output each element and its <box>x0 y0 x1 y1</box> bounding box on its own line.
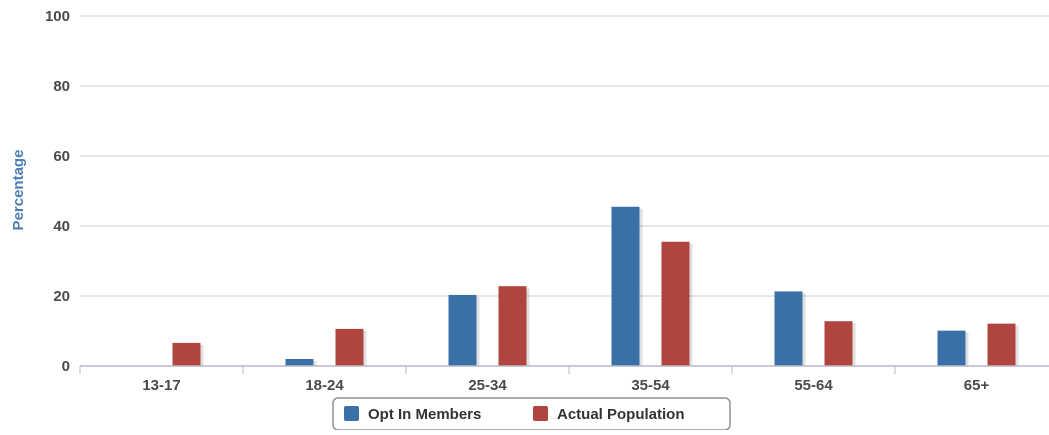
x-tick-label: 25-34 <box>468 377 507 394</box>
x-tick-label: 18-24 <box>305 377 344 394</box>
gridlines <box>80 15 1049 297</box>
x-tick-label: 55-64 <box>794 377 833 394</box>
legend[interactable]: Opt In Members Actual Population <box>332 397 731 431</box>
bar-actual-population-25-34[interactable] <box>498 286 527 366</box>
legend-label-actual-population[interactable]: Actual Population <box>557 406 685 423</box>
y-tick-label: 80 <box>53 78 70 95</box>
bars <box>172 206 1019 366</box>
x-tick-label: 13-17 <box>142 377 180 394</box>
bar-opt-in-members-55-64[interactable] <box>774 291 803 366</box>
bar-actual-population-65+[interactable] <box>987 323 1016 366</box>
legend-swatch-opt-in-members[interactable] <box>344 406 359 421</box>
y-tick-label: 100 <box>45 8 70 25</box>
legend-label-opt-in-members[interactable]: Opt In Members <box>368 406 481 423</box>
bar-actual-population-13-17[interactable] <box>172 342 201 366</box>
bar-opt-in-members-18-24[interactable] <box>285 359 314 366</box>
x-tick-label: 65+ <box>964 377 990 394</box>
legend-swatch-actual-population[interactable] <box>533 406 548 421</box>
bar-actual-population-35-54[interactable] <box>661 241 690 366</box>
bar-actual-population-55-64[interactable] <box>824 321 853 366</box>
y-tick-label: 0 <box>62 358 70 375</box>
bar-actual-population-18-24[interactable] <box>335 328 364 366</box>
bar-opt-in-members-25-34[interactable] <box>448 294 477 366</box>
x-axis: 13-17 18-24 25-34 35-54 55-64 65+ <box>79 365 1049 394</box>
y-tick-label: 60 <box>53 148 70 165</box>
y-axis-label: Percentage <box>10 150 27 231</box>
y-axis-ticks: 0 20 40 60 80 100 <box>45 8 70 375</box>
bar-opt-in-members-35-54[interactable] <box>611 206 640 366</box>
y-tick-label: 40 <box>53 218 70 235</box>
bar-opt-in-members-65+[interactable] <box>937 330 966 366</box>
y-tick-label: 20 <box>53 288 70 305</box>
x-tick-label: 35-54 <box>631 377 670 394</box>
